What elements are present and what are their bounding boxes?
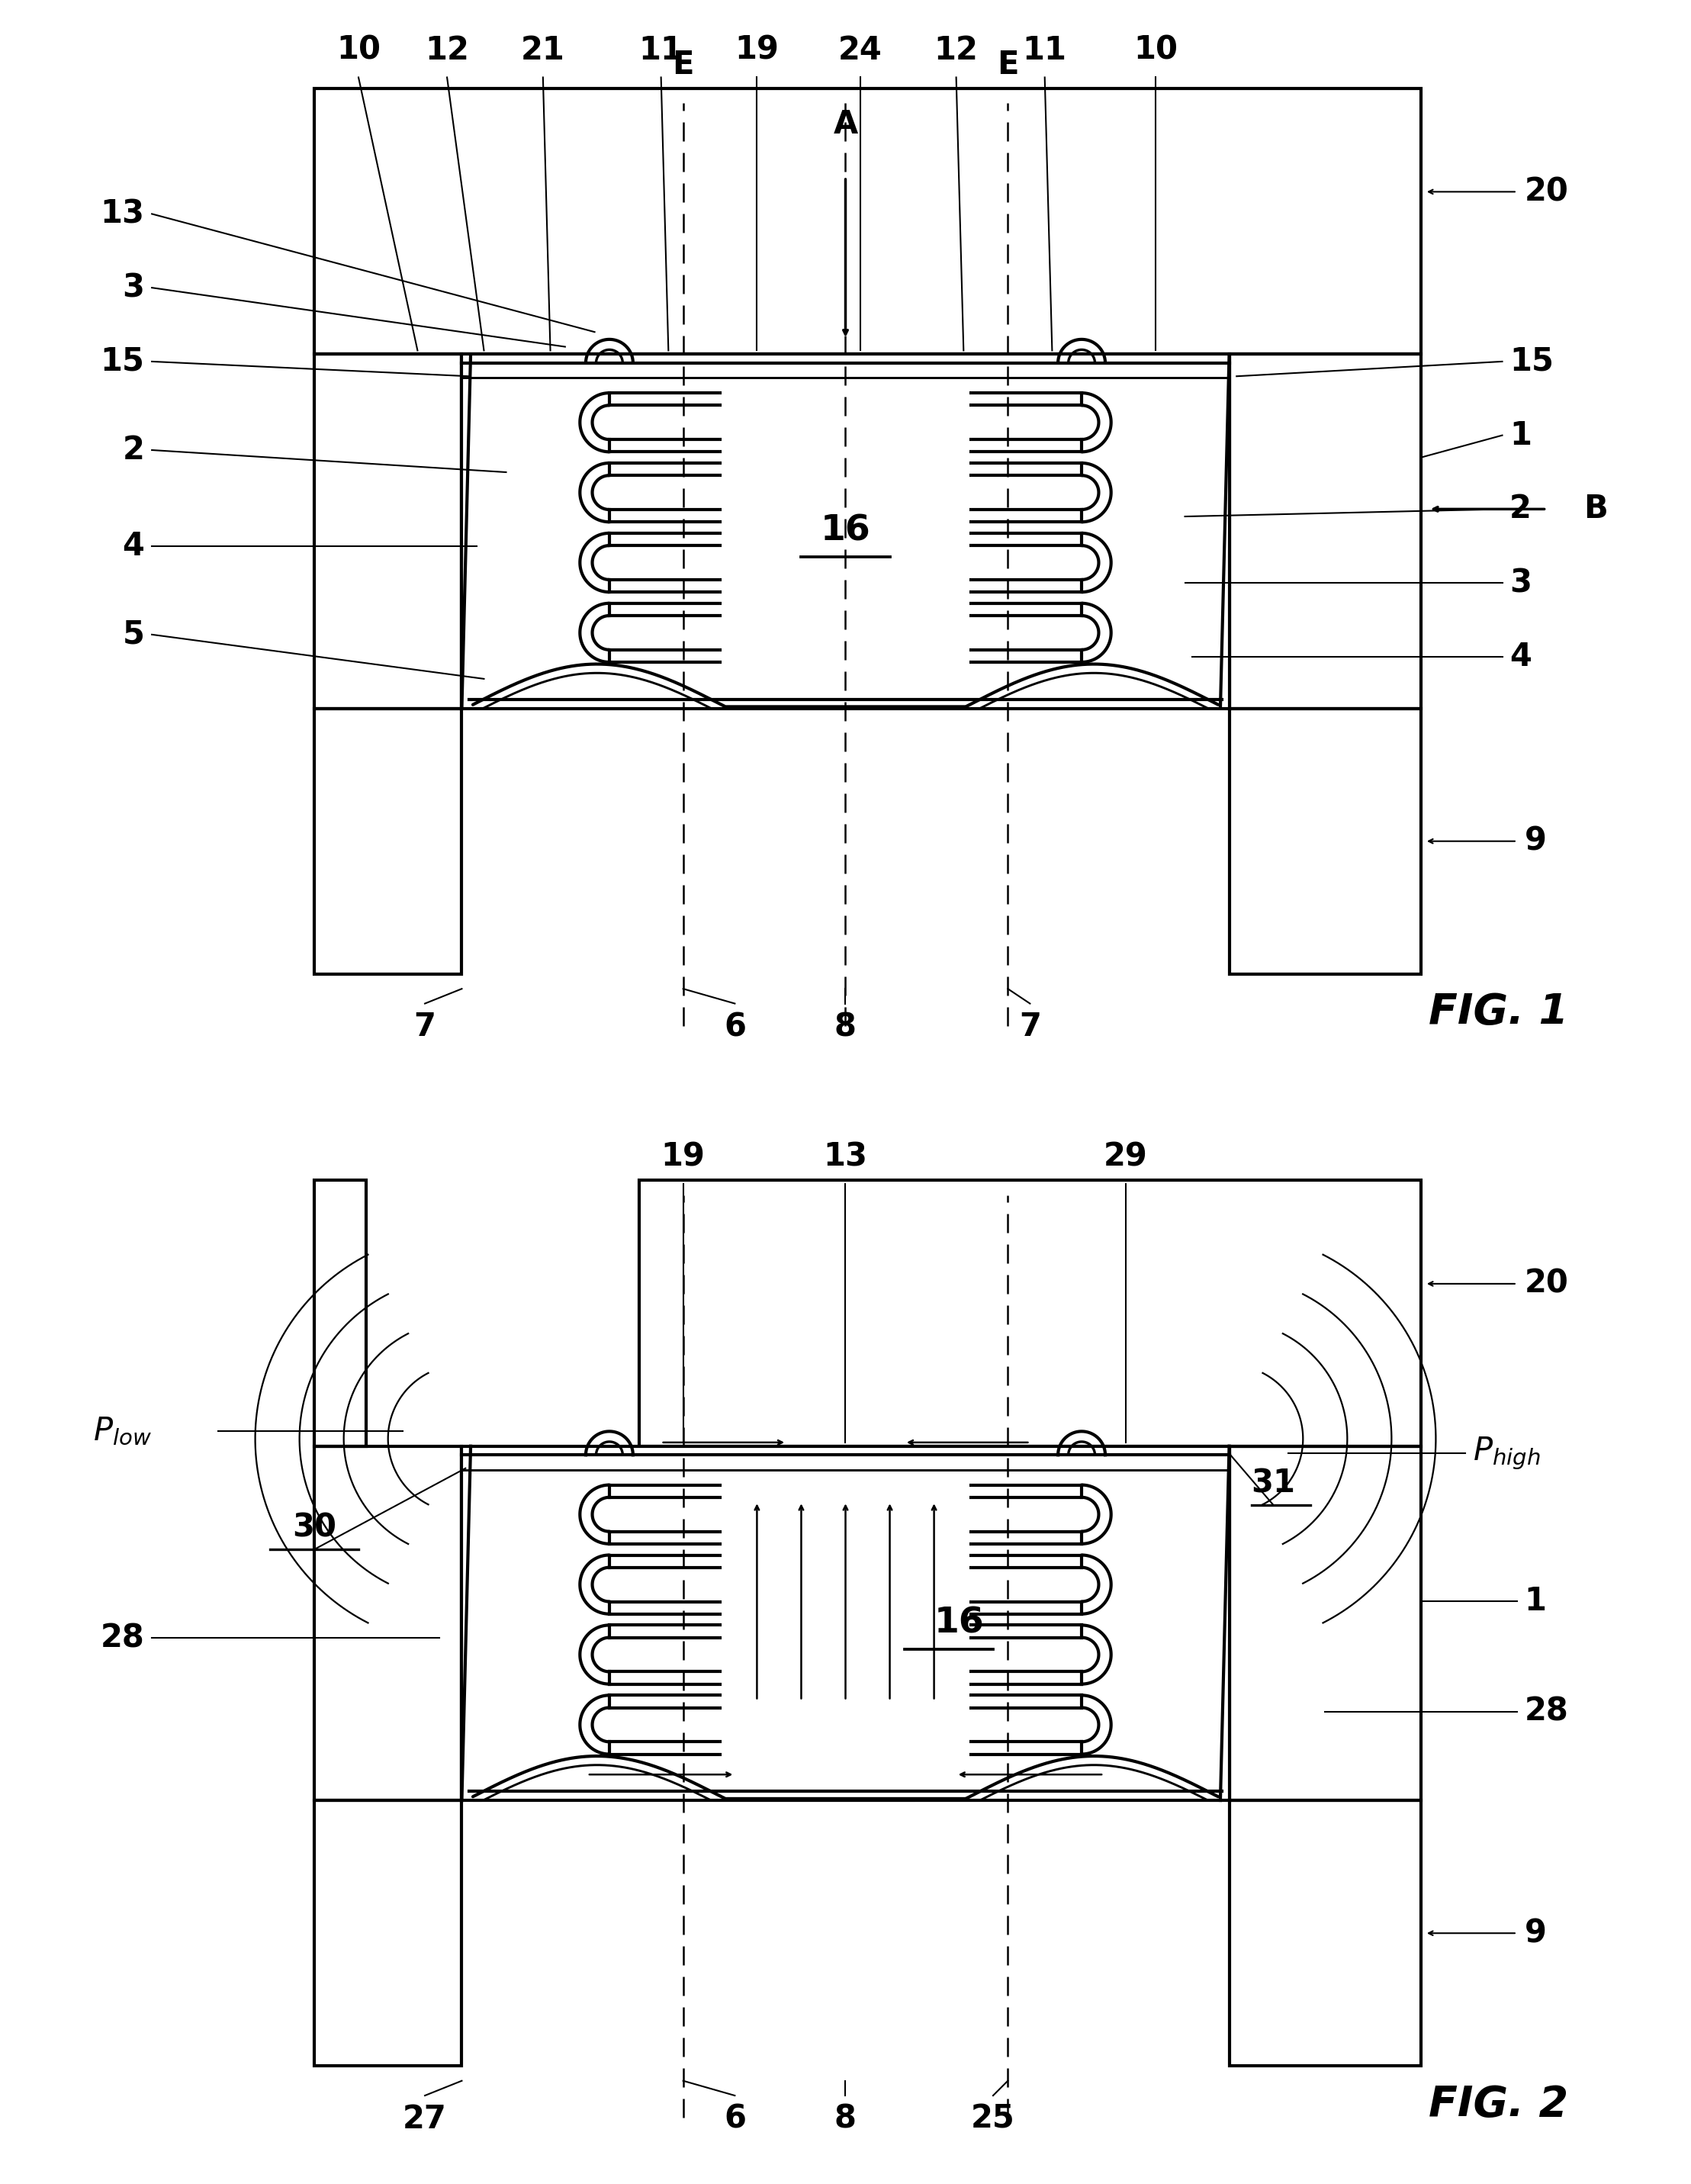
Bar xyxy=(315,87,1420,354)
Text: 3: 3 xyxy=(1510,568,1532,598)
Bar xyxy=(639,1179,1420,1446)
Text: 20: 20 xyxy=(1524,1267,1569,1299)
Bar xyxy=(639,1179,1420,1446)
Bar xyxy=(1229,708,1420,974)
Text: B: B xyxy=(1583,494,1608,524)
Text: A: A xyxy=(834,107,857,140)
Text: $P_{low}$: $P_{low}$ xyxy=(93,1415,152,1448)
Text: 28: 28 xyxy=(100,1623,144,1653)
Bar xyxy=(1229,1446,1420,1800)
Text: 2: 2 xyxy=(1510,494,1532,524)
Text: 11: 11 xyxy=(1023,35,1067,66)
Bar xyxy=(462,354,1229,708)
Text: 10: 10 xyxy=(1133,35,1177,66)
Text: 27: 27 xyxy=(402,2103,446,2136)
Bar xyxy=(315,1800,462,2066)
Text: 4: 4 xyxy=(122,531,144,561)
Bar xyxy=(315,354,462,708)
Text: 8: 8 xyxy=(834,1011,857,1044)
Bar xyxy=(315,1179,365,1446)
Text: $P_{high}$: $P_{high}$ xyxy=(1473,1435,1541,1472)
Text: 30: 30 xyxy=(293,1511,337,1544)
Bar xyxy=(315,1179,365,1446)
Text: E: E xyxy=(673,48,693,81)
Text: 19: 19 xyxy=(736,35,780,66)
Bar xyxy=(315,1800,462,2066)
Text: 13: 13 xyxy=(824,1140,867,1173)
Text: 11: 11 xyxy=(639,35,683,66)
Text: 6: 6 xyxy=(724,1011,746,1044)
Bar xyxy=(1229,1800,1420,2066)
Text: 5: 5 xyxy=(122,618,144,651)
Bar xyxy=(1229,354,1420,708)
Text: 7: 7 xyxy=(414,1011,436,1044)
Text: 4: 4 xyxy=(1510,640,1532,673)
Text: 12: 12 xyxy=(424,35,468,66)
Bar xyxy=(1229,708,1420,974)
Text: 1: 1 xyxy=(1510,419,1532,452)
Text: 19: 19 xyxy=(661,1140,705,1173)
Bar xyxy=(1229,354,1420,708)
Bar xyxy=(315,1446,462,1800)
Bar xyxy=(315,87,1420,354)
Bar xyxy=(315,1446,462,1800)
Bar xyxy=(1229,1446,1420,1800)
Text: 15: 15 xyxy=(100,345,144,378)
Bar xyxy=(315,1179,365,1446)
Text: 29: 29 xyxy=(1104,1140,1148,1173)
Text: 9: 9 xyxy=(1524,1918,1546,1948)
Text: 9: 9 xyxy=(1524,826,1546,856)
Text: 13: 13 xyxy=(100,199,144,229)
Bar xyxy=(315,354,462,708)
Text: 31: 31 xyxy=(1251,1468,1295,1498)
Text: 10: 10 xyxy=(337,35,380,66)
Bar xyxy=(315,87,1420,354)
Text: FIG. 1: FIG. 1 xyxy=(1429,992,1569,1033)
Bar xyxy=(315,708,462,974)
Text: 20: 20 xyxy=(1524,175,1569,207)
Bar xyxy=(315,708,462,974)
Text: 21: 21 xyxy=(521,35,565,66)
Text: 15: 15 xyxy=(1510,345,1554,378)
Text: 7: 7 xyxy=(1020,1011,1042,1044)
Bar xyxy=(315,354,462,708)
Bar xyxy=(315,708,462,974)
Bar xyxy=(1229,708,1420,974)
Bar xyxy=(1229,354,1420,708)
Bar xyxy=(1229,1800,1420,2066)
Bar xyxy=(1229,1800,1420,2066)
Text: FIG. 2: FIG. 2 xyxy=(1429,2084,1569,2125)
Text: 24: 24 xyxy=(839,35,883,66)
Text: 3: 3 xyxy=(122,271,144,304)
Bar xyxy=(462,1446,1229,1800)
Text: 25: 25 xyxy=(971,2103,1015,2136)
Text: E: E xyxy=(998,48,1018,81)
Bar xyxy=(315,1446,462,1800)
Text: 16: 16 xyxy=(933,1605,984,1640)
Text: 16: 16 xyxy=(820,513,871,548)
Bar xyxy=(1229,1446,1420,1800)
Text: 12: 12 xyxy=(933,35,979,66)
Bar xyxy=(639,1179,1420,1446)
Text: 6: 6 xyxy=(724,2103,746,2136)
Bar xyxy=(315,1800,462,2066)
Text: 1: 1 xyxy=(1524,1586,1547,1616)
Text: 2: 2 xyxy=(122,435,144,465)
Text: 28: 28 xyxy=(1524,1695,1569,1728)
Text: 8: 8 xyxy=(834,2103,857,2136)
